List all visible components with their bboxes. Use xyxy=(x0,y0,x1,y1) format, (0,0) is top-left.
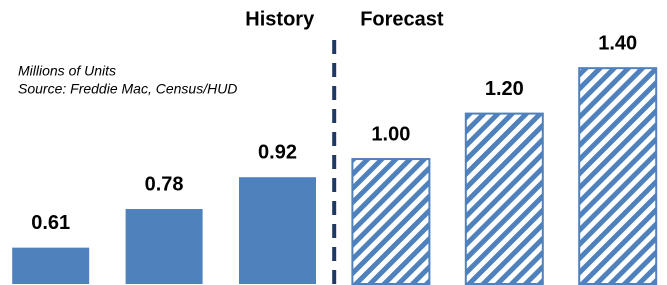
annotation: Millions of Units xyxy=(18,63,116,79)
series-label: History xyxy=(245,8,315,30)
bar xyxy=(125,209,203,284)
value-label: 0.61 xyxy=(31,212,70,234)
value-label: 1.20 xyxy=(485,78,524,100)
bar xyxy=(351,158,431,285)
bar xyxy=(464,112,544,285)
annotation: Source: Freddie Mac, Census/HUD xyxy=(18,81,237,97)
value-label: 0.92 xyxy=(258,141,297,163)
series-label: Forecast xyxy=(360,8,444,30)
bar xyxy=(239,177,316,284)
value-label: 1.00 xyxy=(371,123,410,145)
value-label: 0.78 xyxy=(145,173,184,195)
bar xyxy=(578,67,658,285)
value-label: 1.40 xyxy=(598,32,637,54)
bar xyxy=(12,247,90,284)
